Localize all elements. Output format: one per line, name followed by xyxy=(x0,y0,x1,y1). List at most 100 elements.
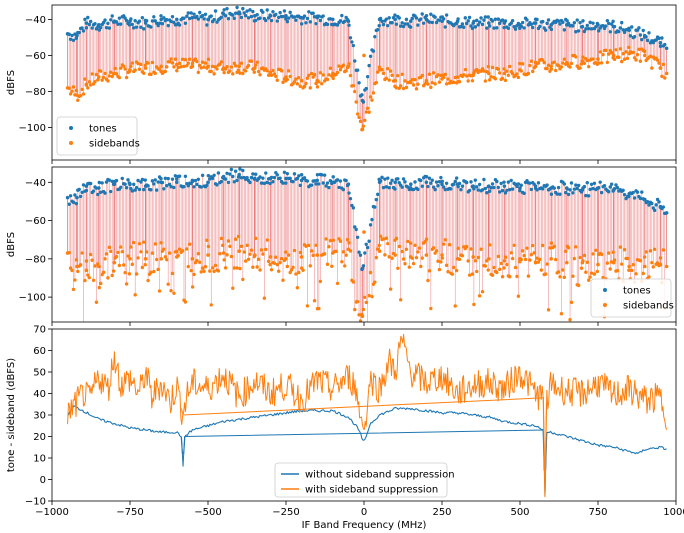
tone-point xyxy=(360,98,365,103)
sideband-point xyxy=(396,73,400,78)
sideband-point xyxy=(664,71,669,76)
tone-point xyxy=(338,179,343,183)
tone-point xyxy=(647,31,651,35)
tone-point xyxy=(96,192,100,197)
tone-point xyxy=(177,174,182,178)
tone-point xyxy=(631,190,635,195)
tone-point xyxy=(189,11,193,15)
sideband-point xyxy=(188,242,192,246)
sideband-point xyxy=(107,245,112,250)
sideband-point xyxy=(190,257,195,261)
tone-point xyxy=(134,25,139,29)
tone-point xyxy=(585,181,589,185)
sideband-point xyxy=(571,274,575,278)
sideband-point xyxy=(437,80,442,84)
sideband-point xyxy=(611,53,616,58)
sideband-point xyxy=(235,266,239,270)
sideband-point xyxy=(133,68,137,72)
sideband-point xyxy=(180,57,185,61)
tone-point xyxy=(393,180,398,185)
tone-point xyxy=(496,185,500,190)
tone-point xyxy=(374,197,378,202)
tone-point xyxy=(611,19,615,24)
sideband-point xyxy=(413,243,417,248)
y-tick-label: −10 xyxy=(25,497,46,508)
sideband-point xyxy=(591,57,595,61)
sideband-point xyxy=(137,242,142,246)
sideband-point xyxy=(607,251,611,255)
tone-point xyxy=(495,26,499,30)
tone-point xyxy=(183,21,188,25)
sideband-point xyxy=(413,77,417,82)
tone-point xyxy=(427,20,432,24)
tone-point xyxy=(443,25,447,29)
tone-point xyxy=(311,11,315,15)
tone-point xyxy=(357,250,361,254)
tone-point xyxy=(140,15,145,20)
tone-point xyxy=(109,18,113,22)
tone-point xyxy=(83,17,87,22)
tone-point xyxy=(490,19,495,23)
sideband-point xyxy=(308,86,312,90)
sideband-point xyxy=(73,278,77,282)
tone-point xyxy=(355,68,360,72)
tone-point xyxy=(459,187,463,192)
x-tick-label: 1000 xyxy=(663,507,684,518)
tone-point xyxy=(467,15,472,20)
sideband-point xyxy=(190,285,195,289)
tone-point xyxy=(235,5,239,10)
sideband-point xyxy=(502,258,507,263)
sideband-point xyxy=(471,73,476,78)
sideband-point xyxy=(345,238,350,242)
sideband-point xyxy=(420,256,424,260)
tone-point xyxy=(150,19,155,23)
sideband-point xyxy=(110,74,114,79)
sideband-point xyxy=(414,87,419,91)
tone-point xyxy=(360,266,365,271)
tone-point xyxy=(265,180,269,185)
tone-point xyxy=(357,81,361,85)
sideband-point xyxy=(239,61,244,65)
sideband-point xyxy=(109,70,113,74)
tone-point xyxy=(100,181,104,185)
tone-point xyxy=(627,194,631,199)
sideband-point xyxy=(364,110,368,114)
tone-point xyxy=(206,180,210,185)
sideband-point xyxy=(596,57,600,61)
tone-point xyxy=(65,195,70,200)
sideband-point xyxy=(274,255,278,259)
tone-point xyxy=(367,239,371,243)
tone-point xyxy=(237,172,241,177)
tone-point xyxy=(608,30,612,34)
sideband-point xyxy=(358,319,363,322)
tone-point xyxy=(75,195,79,200)
y-tick-label: −40 xyxy=(25,15,46,26)
tone-point xyxy=(232,16,236,21)
sideband-point xyxy=(84,259,89,263)
sideband-point xyxy=(128,68,132,72)
tone-point xyxy=(618,26,622,30)
sideband-point xyxy=(618,245,622,249)
tone-point xyxy=(124,18,129,23)
sideband-point xyxy=(279,257,284,261)
tone-point xyxy=(581,19,585,23)
sideband-point xyxy=(381,237,386,241)
tone-point xyxy=(664,211,669,215)
sideband-point xyxy=(179,65,183,69)
tone-point xyxy=(80,26,84,30)
tone-point xyxy=(264,18,268,23)
sideband-point xyxy=(68,92,73,96)
tone-point xyxy=(582,184,587,189)
tone-point xyxy=(284,14,288,18)
sideband-point xyxy=(298,250,302,255)
sideband-point xyxy=(553,257,558,262)
sideband-point xyxy=(88,252,93,257)
sideband-point xyxy=(344,69,348,73)
sideband-point xyxy=(222,70,226,75)
tone-point xyxy=(381,22,386,27)
tone-point xyxy=(132,26,136,30)
tone-point xyxy=(315,15,320,20)
tone-point xyxy=(321,181,325,185)
sideband-point xyxy=(505,262,509,267)
sideband-point xyxy=(479,247,483,251)
